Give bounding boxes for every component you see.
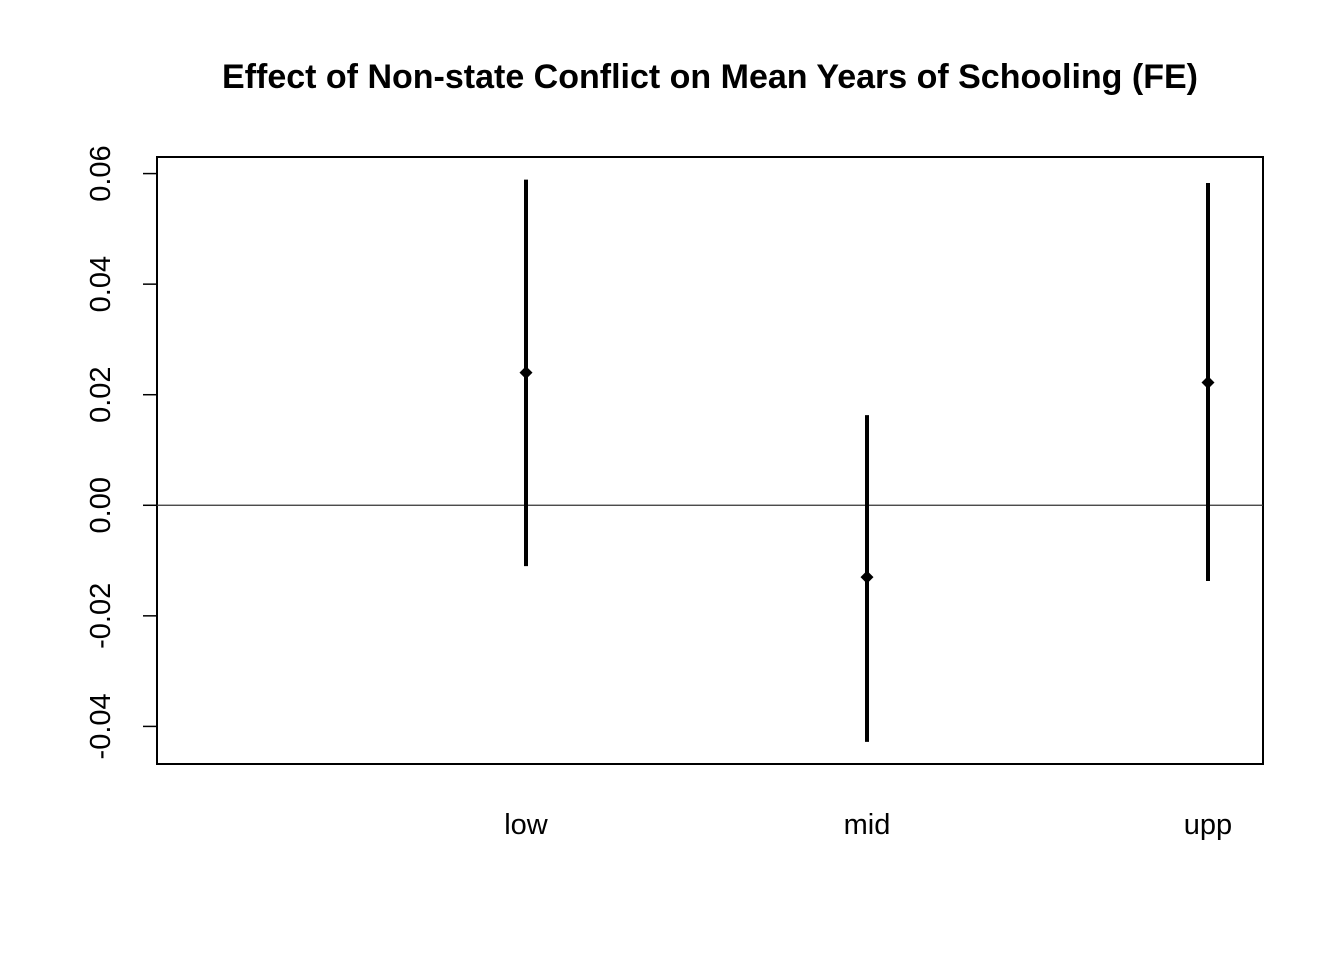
y-tick-label: 0.02: [85, 366, 117, 422]
y-tick-label: -0.04: [85, 693, 117, 759]
y-tick-label: 0.06: [85, 145, 117, 201]
y-tick-label: 0.00: [85, 477, 117, 533]
plot-frame: [156, 156, 1264, 765]
point-estimate-upp: [1201, 376, 1215, 390]
x-axis: low mid upp: [504, 809, 1232, 841]
point-estimate-low: [519, 366, 533, 380]
chart-title: Effect of Non-state Conflict on Mean Yea…: [222, 58, 1198, 96]
y-axis: -0.04 -0.02 0.00 0.02 0.04 0.06: [85, 145, 157, 759]
error-bars: [519, 179, 1215, 742]
x-category-label: upp: [1184, 809, 1232, 841]
x-category-label: low: [504, 809, 549, 841]
y-tick-label: -0.02: [85, 583, 117, 649]
y-tick-label: 0.04: [85, 256, 117, 312]
x-category-label: mid: [844, 809, 891, 841]
point-estimate-mid: [860, 570, 874, 584]
